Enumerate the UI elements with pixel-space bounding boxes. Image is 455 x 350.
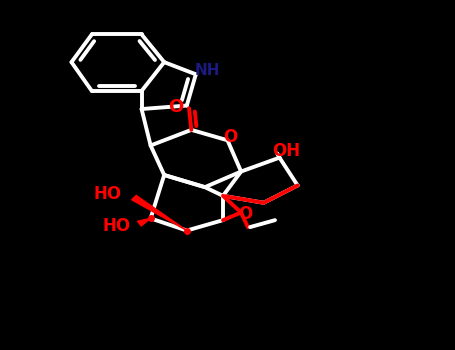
Text: O: O (222, 128, 237, 147)
Text: O: O (238, 205, 253, 223)
Text: HO: HO (103, 217, 131, 236)
Text: NH: NH (194, 63, 220, 78)
Polygon shape (131, 195, 187, 231)
Text: OH: OH (272, 142, 300, 160)
Polygon shape (137, 218, 151, 226)
Text: HO: HO (94, 185, 122, 203)
Text: O: O (168, 98, 183, 116)
